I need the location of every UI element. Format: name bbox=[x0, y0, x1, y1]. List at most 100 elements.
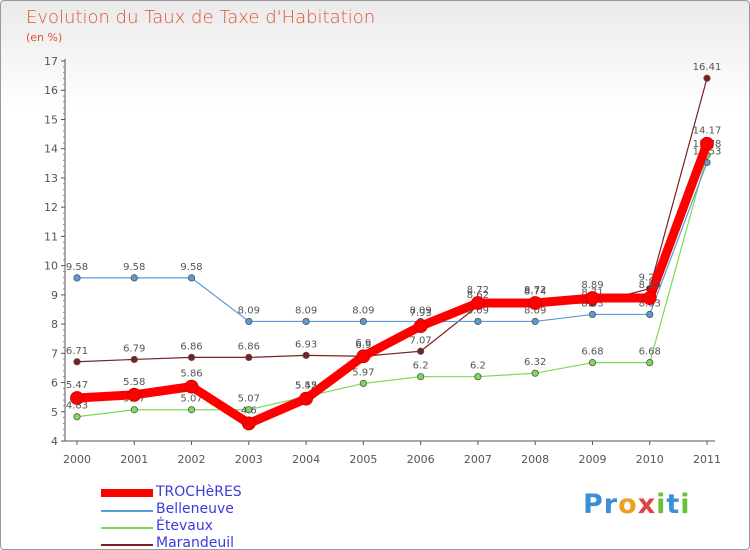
y-tick-label: 4 bbox=[51, 435, 58, 448]
legend-label-etevaux: Étevaux bbox=[156, 518, 213, 534]
data-label-trochres: 8.89 bbox=[581, 280, 603, 291]
chart-title: Evolution du Taux de Taxe d'Habitation bbox=[26, 7, 376, 28]
data-label-marandeuil: 8.74 bbox=[524, 286, 546, 297]
data-point-trochres bbox=[471, 296, 485, 310]
data-label-marandeuil: 7.07 bbox=[410, 335, 432, 346]
data-point-belleneuve bbox=[73, 274, 81, 282]
data-label-tevaux: 6.2 bbox=[413, 361, 429, 372]
y-tick-label: 6 bbox=[51, 377, 58, 390]
data-point-trochres bbox=[528, 296, 543, 310]
data-point-tevaux bbox=[130, 406, 138, 414]
x-tick-label: 2006 bbox=[407, 453, 435, 466]
logo-letter: i bbox=[680, 489, 691, 520]
data-point-marandeuil bbox=[245, 353, 253, 361]
data-label-tevaux: 5.07 bbox=[238, 394, 260, 405]
data-label-tevaux: 5.52 bbox=[295, 381, 317, 392]
series-line-belleneuve bbox=[76, 161, 708, 323]
legend-label-belleneuve: Belleneuve bbox=[156, 501, 234, 517]
data-point-marandeuil bbox=[703, 74, 711, 82]
logo-letter: P bbox=[583, 489, 604, 520]
y-tick-label: 11 bbox=[44, 230, 58, 243]
data-label-belleneuve: 8.09 bbox=[524, 305, 546, 316]
x-tick-label: 2001 bbox=[120, 453, 148, 466]
data-label-trochres: 4.6 bbox=[241, 405, 257, 416]
logo-letter: o bbox=[618, 489, 638, 520]
data-point-belleneuve bbox=[588, 310, 597, 319]
data-point-tevaux bbox=[187, 406, 196, 414]
legend-swatch-etevaux bbox=[101, 527, 153, 529]
chart-unit-label: (en %) bbox=[26, 31, 63, 44]
logo-letter: t bbox=[666, 489, 681, 520]
y-tick-label: 16 bbox=[44, 84, 58, 97]
y-tick-label: 17 bbox=[44, 55, 58, 68]
data-point-tevaux bbox=[588, 359, 597, 367]
data-point-trochres bbox=[585, 291, 600, 305]
y-tick-label: 9 bbox=[51, 289, 58, 302]
data-point-belleneuve bbox=[187, 274, 196, 282]
legend-label-trocheres: TROCHèRES bbox=[156, 484, 242, 500]
data-point-marandeuil bbox=[302, 351, 310, 359]
data-point-trochres bbox=[299, 391, 313, 406]
y-tick-label: 8 bbox=[51, 318, 58, 331]
logo-letter: x bbox=[637, 489, 657, 520]
data-point-trochres bbox=[70, 391, 84, 405]
x-tick-label: 2008 bbox=[521, 453, 549, 466]
data-point-tevaux bbox=[531, 369, 539, 377]
data-label-trochres: 5.45 bbox=[295, 381, 317, 392]
data-point-trochres bbox=[356, 349, 371, 364]
legend-swatch-belleneuve bbox=[101, 510, 153, 512]
data-point-tevaux bbox=[359, 379, 367, 388]
x-tick-label: 2000 bbox=[63, 453, 91, 466]
data-point-trochres bbox=[413, 319, 428, 334]
data-point-belleneuve bbox=[245, 317, 253, 326]
y-tick-label: 5 bbox=[51, 406, 58, 419]
data-label-marandeuil: 6.86 bbox=[238, 341, 260, 352]
y-tick-label: 12 bbox=[44, 201, 58, 214]
data-point-tevaux bbox=[417, 373, 425, 381]
x-tick-label: 2003 bbox=[235, 453, 263, 466]
data-label-trochres: 5.47 bbox=[66, 380, 88, 391]
data-point-trochres bbox=[642, 291, 657, 305]
data-label-belleneuve: 8.09 bbox=[352, 305, 374, 316]
data-point-marandeuil bbox=[130, 355, 138, 364]
data-label-belleneuve: 9.58 bbox=[180, 262, 202, 273]
data-label-trochres: 8.89 bbox=[639, 280, 661, 291]
data-label-tevaux: 6.68 bbox=[581, 347, 603, 358]
y-tick-label: 14 bbox=[44, 143, 58, 156]
series-line-tevaux bbox=[76, 154, 708, 418]
data-label-belleneuve: 8.09 bbox=[238, 305, 260, 316]
logo-letter: r bbox=[603, 489, 619, 520]
data-label-belleneuve: 8.09 bbox=[295, 305, 317, 316]
data-point-belleneuve bbox=[302, 317, 310, 326]
x-tick-label: 2011 bbox=[693, 453, 721, 466]
data-label-belleneuve: 8.09 bbox=[410, 305, 432, 316]
data-label-marandeuil: 6.93 bbox=[295, 339, 317, 350]
series-line-marandeuil bbox=[76, 77, 708, 363]
data-label-tevaux: 6.32 bbox=[524, 357, 546, 368]
data-point-tevaux bbox=[245, 406, 253, 414]
x-tick-label: 2005 bbox=[349, 453, 377, 466]
y-tick-label: 13 bbox=[44, 172, 58, 185]
legend-swatch-marandeuil bbox=[101, 544, 153, 546]
data-label-trochres: 5.58 bbox=[123, 377, 145, 388]
data-point-belleneuve bbox=[474, 317, 482, 326]
data-point-tevaux bbox=[474, 373, 482, 381]
data-label-belleneuve: 8.09 bbox=[467, 305, 489, 316]
data-label-tevaux: 4.83 bbox=[66, 401, 88, 412]
data-point-trochres bbox=[241, 416, 256, 431]
proxiti-logo: Proxiti bbox=[583, 489, 691, 520]
data-label-tevaux: 5.07 bbox=[180, 394, 202, 405]
data-label-tevaux: 5.97 bbox=[352, 367, 374, 378]
data-label-belleneuve: 9.58 bbox=[66, 262, 88, 273]
data-label-trochres: 8.72 bbox=[467, 285, 489, 296]
x-tick-label: 2004 bbox=[292, 453, 320, 466]
data-label-tevaux: 6.68 bbox=[639, 347, 661, 358]
data-point-tevaux bbox=[646, 359, 654, 367]
data-point-belleneuve bbox=[130, 274, 138, 282]
data-label-tevaux: 6.2 bbox=[470, 361, 486, 372]
data-label-marandeuil: 6.79 bbox=[123, 343, 145, 354]
data-label-marandeuil: 8.62 bbox=[467, 290, 489, 301]
data-point-belleneuve bbox=[531, 317, 539, 326]
data-point-marandeuil bbox=[417, 347, 425, 355]
